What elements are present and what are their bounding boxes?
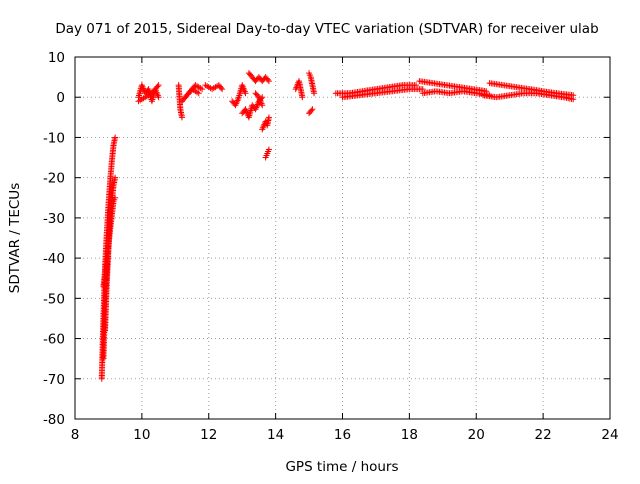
axis-ticks: 8 10 12 14 16 18 20 22 24 10 0 -10 -20 -30 -40 -50 -60 -7… [43,50,619,443]
chart-title: Day 071 of 2015, Sidereal Day-to-day VTE… [55,21,598,37]
data-point [112,174,119,181]
data-point [179,114,185,121]
y-tick-label: -40 [43,251,65,267]
x-tick-label: 22 [535,427,552,443]
data-point [199,86,206,93]
y-tick-label: -80 [43,412,65,428]
x-tick-label: 8 [71,427,80,443]
data-points [98,70,577,382]
data-point [242,90,249,97]
y-tick-label: -10 [43,130,65,146]
x-tick-label: 14 [267,427,284,443]
y-tick-label: -50 [43,291,65,307]
x-axis-label: GPS time / hours [285,459,398,475]
data-point [154,83,161,90]
data-point [155,82,162,89]
y-tick-label: -30 [43,211,65,227]
data-point [112,134,119,141]
data-point [299,94,306,101]
data-point [264,76,271,83]
data-point [112,194,119,201]
x-tick-label: 12 [200,427,217,443]
plot-frame [74,56,611,420]
y-tick-label: 0 [56,90,65,106]
data-point [218,84,225,91]
data-point [265,114,272,121]
y-tick-label: -20 [43,171,65,187]
data-point [308,107,315,114]
data-point [311,90,318,97]
x-tick-label: 20 [468,427,485,443]
data-point [309,106,316,113]
data-point [265,78,272,85]
data-point [195,90,202,97]
data-point [259,102,266,109]
y-tick-label: -60 [43,332,65,348]
grid-lines [75,57,610,419]
data-point [155,94,162,101]
data-point [219,86,226,93]
x-tick-label: 24 [601,427,618,443]
x-tick-label: 18 [401,427,418,443]
y-axis-label: SDTVAR / TECUs [7,183,23,293]
x-tick-label: 10 [133,427,150,443]
data-point [265,146,272,153]
y-tick-label: 10 [48,50,65,66]
y-tick-label: -70 [43,372,65,388]
data-point [570,96,577,103]
x-tick-label: 16 [334,427,351,443]
